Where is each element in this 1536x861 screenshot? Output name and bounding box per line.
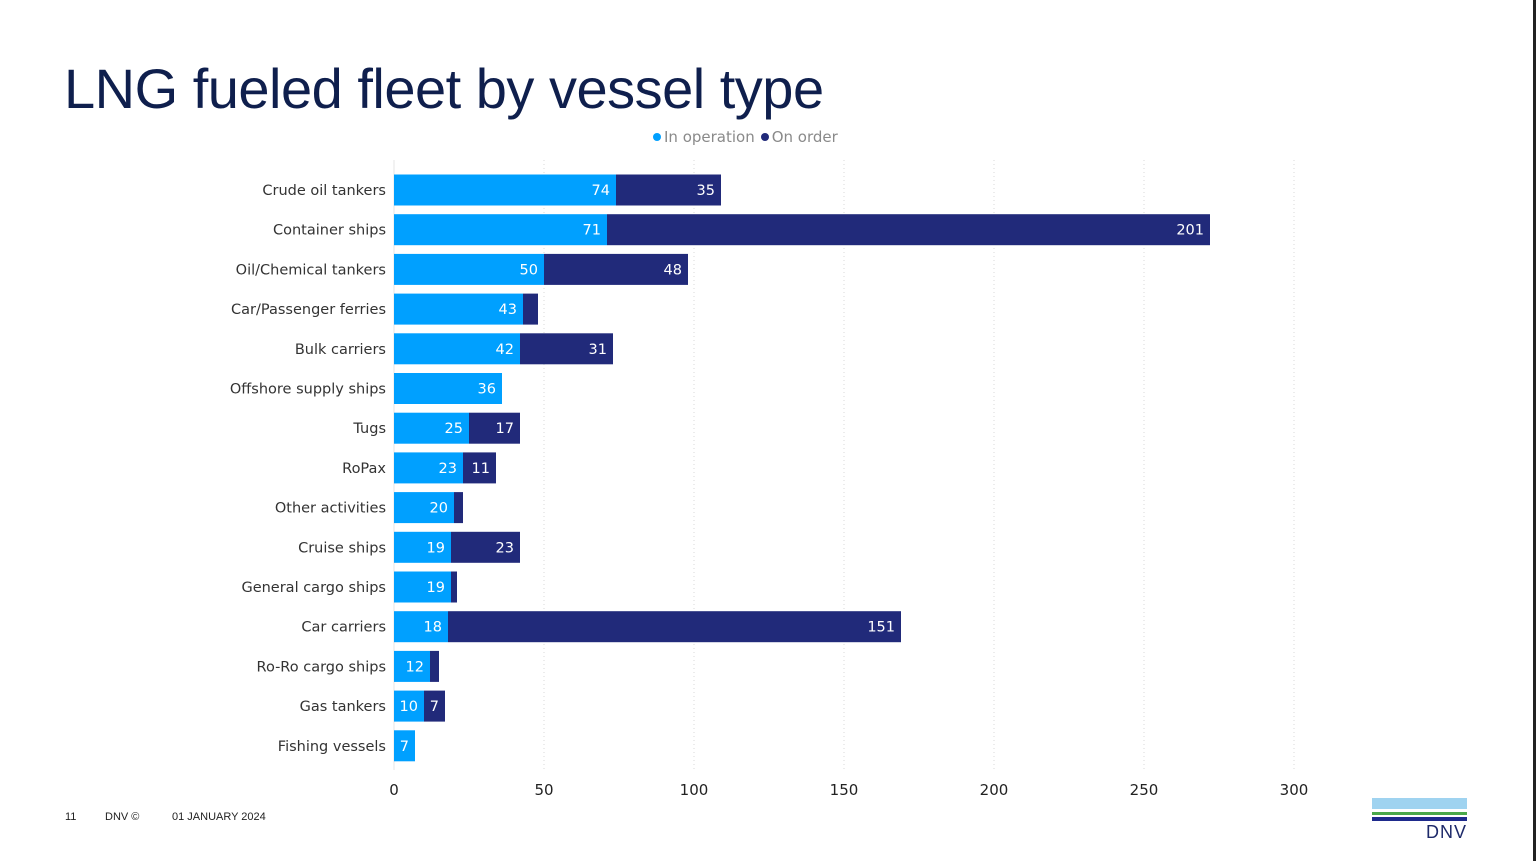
data-label: 19 bbox=[427, 540, 445, 556]
data-label: 71 bbox=[583, 223, 601, 239]
data-label: 17 bbox=[496, 421, 514, 437]
bar-on-order bbox=[616, 174, 721, 206]
category-label: Oil/Chemical tankers bbox=[236, 262, 386, 278]
category-label: RoPax bbox=[342, 461, 386, 477]
bar-in-operation bbox=[394, 174, 616, 206]
data-label: 11 bbox=[472, 461, 490, 477]
category-label: Gas tankers bbox=[300, 699, 386, 715]
legend-item-on-order[interactable]: On order bbox=[760, 128, 838, 146]
x-tick-label: 300 bbox=[1280, 781, 1309, 799]
dnv-logo: DNV bbox=[1372, 798, 1467, 843]
logo-text: DNV bbox=[1425, 822, 1467, 842]
copyright: DNV © bbox=[105, 811, 140, 823]
data-label: 20 bbox=[430, 501, 448, 517]
data-label: 201 bbox=[1176, 223, 1204, 239]
category-label: Bulk carriers bbox=[295, 342, 386, 358]
bar-in-operation bbox=[394, 492, 454, 524]
bar-in-operation bbox=[394, 333, 520, 365]
data-label: 7 bbox=[400, 739, 409, 755]
bar-on-order bbox=[544, 253, 688, 285]
page-title: LNG fueled fleet by vessel type bbox=[64, 57, 824, 120]
category-label: Car/Passenger ferries bbox=[231, 302, 386, 318]
category-label: Ro-Ro cargo ships bbox=[257, 659, 386, 675]
category-label: Tugs bbox=[352, 421, 386, 437]
category-label: Container ships bbox=[273, 223, 386, 239]
data-label: 23 bbox=[496, 540, 514, 556]
data-label: 151 bbox=[867, 620, 895, 636]
category-label: Car carriers bbox=[301, 620, 386, 636]
data-label: 12 bbox=[406, 659, 424, 675]
data-label: 35 bbox=[697, 183, 715, 199]
data-label: 48 bbox=[664, 262, 682, 278]
bar-in-operation bbox=[394, 214, 607, 246]
legend-dot-icon bbox=[760, 133, 769, 141]
category-label: Cruise ships bbox=[298, 540, 386, 556]
category-label: Offshore supply ships bbox=[230, 382, 386, 398]
bar-in-operation bbox=[394, 650, 430, 682]
date: 01 JANUARY 2024 bbox=[172, 811, 266, 823]
data-label: 25 bbox=[445, 421, 463, 437]
bar-in-operation bbox=[394, 611, 448, 643]
bar-on-order bbox=[607, 214, 1210, 246]
x-tick-label: 150 bbox=[830, 781, 859, 799]
bar-in-operation bbox=[394, 452, 463, 484]
data-label: 36 bbox=[478, 382, 496, 398]
legend-label: In operation bbox=[664, 128, 755, 146]
bar-in-operation bbox=[394, 293, 523, 325]
bar-on-order bbox=[463, 452, 496, 484]
bar-in-operation bbox=[394, 730, 415, 762]
data-label: 19 bbox=[427, 580, 445, 596]
bar-in-operation bbox=[394, 690, 424, 722]
page-number: 11 bbox=[65, 811, 77, 823]
data-label: 74 bbox=[592, 183, 610, 199]
data-label: 18 bbox=[424, 620, 442, 636]
page-edge bbox=[1533, 0, 1536, 861]
bar-in-operation bbox=[394, 253, 544, 285]
bar-on-order bbox=[430, 650, 439, 682]
bar-in-operation bbox=[394, 412, 469, 444]
data-label: 50 bbox=[520, 262, 538, 278]
data-label: 42 bbox=[496, 342, 514, 358]
bar-on-order bbox=[424, 690, 445, 722]
bar-in-operation bbox=[394, 571, 451, 603]
bar-on-order bbox=[520, 333, 613, 365]
legend-item-in-operation[interactable]: In operation bbox=[653, 128, 755, 146]
x-tick-label: 0 bbox=[389, 781, 399, 799]
bar-on-order bbox=[448, 611, 901, 643]
data-label: 31 bbox=[589, 342, 607, 358]
bar-in-operation bbox=[394, 373, 502, 404]
category-label: Fishing vessels bbox=[278, 739, 386, 755]
data-label: 7 bbox=[430, 699, 439, 715]
legend-label: On order bbox=[771, 128, 838, 146]
x-tick-label: 250 bbox=[1130, 781, 1159, 799]
bar-in-operation bbox=[394, 531, 451, 563]
legend: In operation On order bbox=[653, 128, 838, 146]
bar-on-order bbox=[454, 492, 463, 524]
x-tick-label: 100 bbox=[680, 781, 709, 799]
bar-on-order bbox=[451, 531, 520, 563]
bar-on-order bbox=[523, 293, 538, 325]
x-tick-label: 50 bbox=[534, 781, 553, 799]
category-label: General cargo ships bbox=[241, 580, 386, 596]
data-label: 10 bbox=[400, 699, 418, 715]
data-label: 23 bbox=[439, 461, 457, 477]
bar-on-order bbox=[451, 571, 457, 603]
data-label: 43 bbox=[499, 302, 517, 318]
category-label: Crude oil tankers bbox=[262, 183, 386, 199]
legend-dot-icon bbox=[653, 133, 661, 141]
category-label: Other activities bbox=[275, 501, 386, 517]
x-tick-label: 200 bbox=[980, 781, 1009, 799]
bar-on-order bbox=[469, 412, 520, 444]
